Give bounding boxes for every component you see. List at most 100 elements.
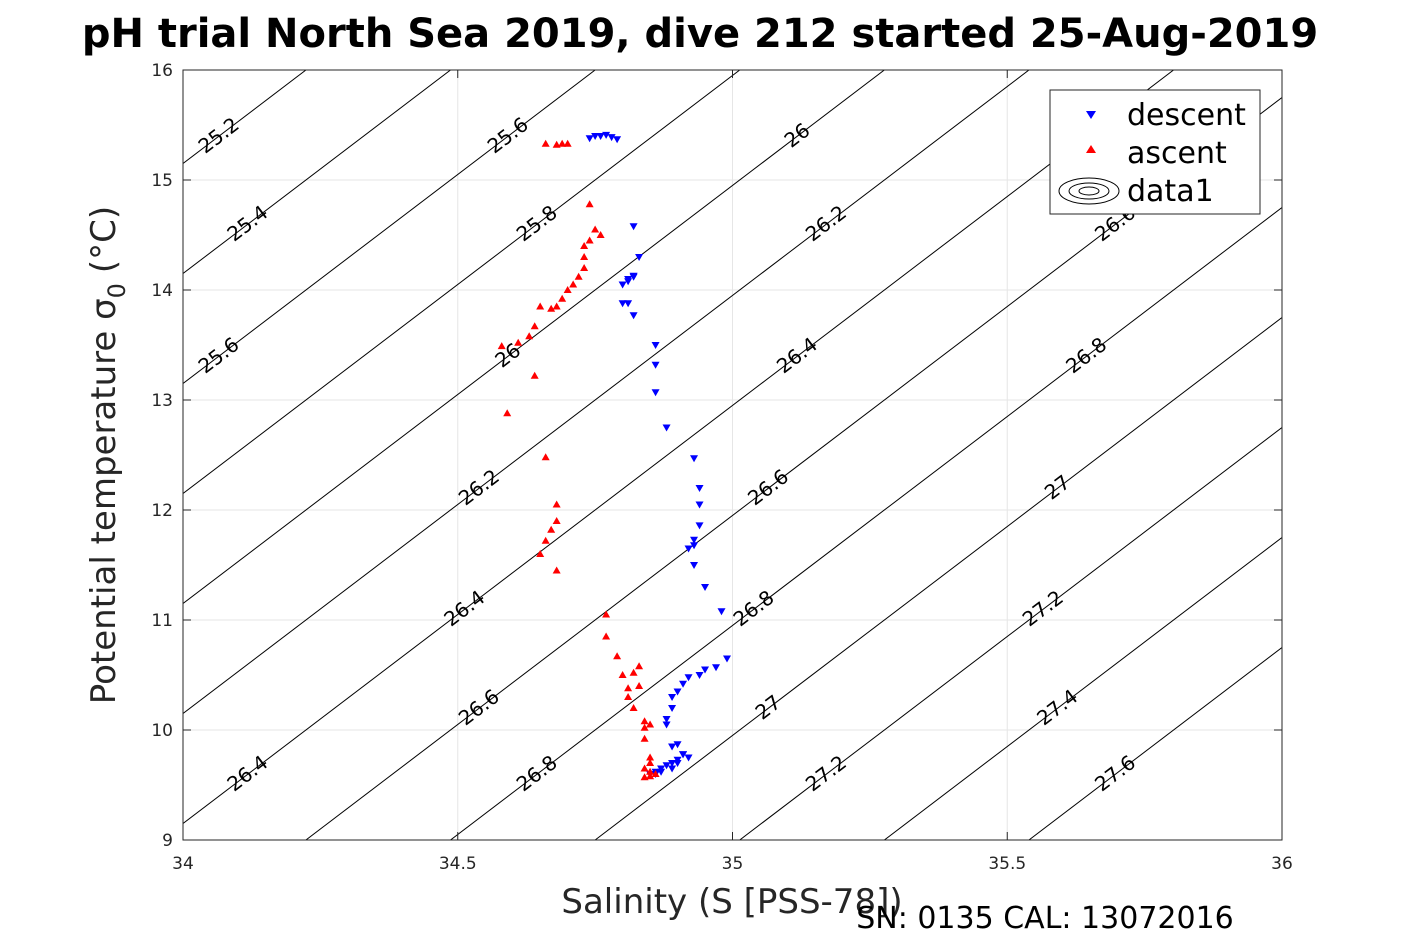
contour-line	[1028, 646, 1282, 840]
descent-point	[624, 276, 633, 283]
descent-point	[662, 424, 671, 432]
contour-line	[450, 206, 1282, 840]
legend-descent-marker	[1086, 111, 1096, 119]
ascent-point	[563, 139, 572, 147]
ascent-point	[558, 139, 567, 147]
ascent-point	[591, 225, 600, 233]
descent-point	[668, 743, 677, 751]
descent-point	[668, 705, 677, 712]
descent-point	[585, 135, 594, 143]
ascent-point	[569, 280, 578, 288]
descent-point	[657, 768, 666, 776]
ascent-point	[574, 272, 583, 280]
y-tick-label: 16	[151, 61, 173, 81]
contour-line	[884, 536, 1282, 840]
x-tick-label: 35	[722, 854, 744, 874]
descent-point	[673, 760, 682, 767]
ascent-point	[503, 409, 512, 417]
descent-point	[651, 342, 660, 349]
ascent-point	[585, 200, 594, 208]
descent-point	[695, 522, 704, 530]
descent-point	[690, 542, 699, 550]
ascent-point	[646, 753, 655, 761]
contour-line	[183, 70, 741, 495]
chart-title: pH trial North Sea 2019, dive 212 starte…	[82, 11, 1318, 57]
ascent-point	[552, 517, 561, 524]
ascent-point	[530, 371, 539, 379]
ascent-point	[602, 610, 611, 618]
ascent-point	[552, 500, 561, 508]
ascent-point	[525, 332, 534, 340]
ascent-point	[629, 668, 638, 676]
ascent-point	[580, 253, 589, 260]
ascent-point	[497, 342, 506, 350]
descent-point	[651, 361, 660, 369]
descent-point	[613, 136, 622, 144]
y-axis-title-unit: (°C)	[84, 206, 124, 273]
contour-line	[183, 70, 885, 605]
descent-point	[651, 389, 660, 397]
descent-point	[668, 760, 677, 767]
ascent-point	[640, 717, 649, 725]
ascent-point	[541, 139, 550, 147]
descent-point	[684, 545, 693, 553]
y-axis-title-subscript: 0	[103, 283, 131, 298]
contour-line	[183, 70, 1030, 715]
ascent-point	[541, 453, 550, 461]
descent-point	[673, 741, 682, 749]
ascent-point	[651, 770, 660, 777]
legend-ascent-label: ascent	[1127, 136, 1227, 171]
y-tick-label: 13	[151, 391, 173, 411]
ascent-point	[580, 242, 589, 249]
ascent-point	[552, 566, 561, 574]
contour-line	[183, 70, 1174, 825]
y-axis-title-main: Potential temperature σ	[84, 298, 124, 704]
ascent-point	[635, 682, 644, 689]
x-axis-title: Salinity (S [PSS-78])	[561, 882, 902, 922]
ascent-point	[646, 720, 655, 728]
ascent-point	[640, 764, 649, 772]
descent-point	[690, 455, 699, 463]
descent-point	[618, 281, 627, 289]
y-tick-label: 9	[162, 831, 173, 851]
descent-point	[712, 664, 721, 672]
descent-point	[662, 716, 671, 723]
y-tick-label: 10	[151, 721, 173, 741]
descent-point	[596, 133, 605, 140]
ascent-point	[547, 304, 556, 312]
descent-point	[690, 562, 699, 569]
descent-point	[629, 272, 638, 280]
ascent-point	[640, 773, 649, 781]
descent-point	[673, 688, 682, 696]
descent-point	[723, 655, 732, 663]
descent-point	[695, 672, 704, 679]
x-tick-label: 36	[1271, 854, 1293, 874]
contour-line	[739, 426, 1282, 840]
x-tick-label: 34	[172, 854, 194, 874]
legend-contour-icon	[1058, 177, 1120, 205]
descent-point	[701, 584, 710, 591]
x-tick-label: 35.5	[988, 854, 1026, 874]
legend-descent-label: descent	[1127, 98, 1246, 133]
ascent-point	[536, 550, 545, 557]
descent-point	[684, 674, 693, 682]
y-tick-label: 14	[151, 281, 173, 301]
ascent-point	[640, 723, 649, 731]
ascent-point	[558, 294, 567, 302]
ascent-point	[640, 734, 649, 742]
ascent-point	[624, 684, 633, 692]
contour-line	[183, 70, 451, 275]
descent-series	[585, 131, 732, 778]
y-tick-label: 11	[151, 611, 173, 631]
y-axis-title: Potential temperature σ0 (°C)	[84, 206, 131, 704]
descent-point	[629, 223, 638, 231]
axis-ticks: 34 34.5 35 35.5 36 9 10 11 12 13 14 15 16	[151, 61, 1292, 874]
ascent-point	[536, 302, 545, 310]
descent-point	[591, 133, 600, 140]
descent-point	[668, 765, 677, 773]
ascent-point	[580, 264, 589, 271]
contour-line	[594, 316, 1282, 840]
descent-point	[629, 312, 638, 320]
descent-point	[668, 694, 677, 701]
legend-box	[1049, 89, 1261, 215]
